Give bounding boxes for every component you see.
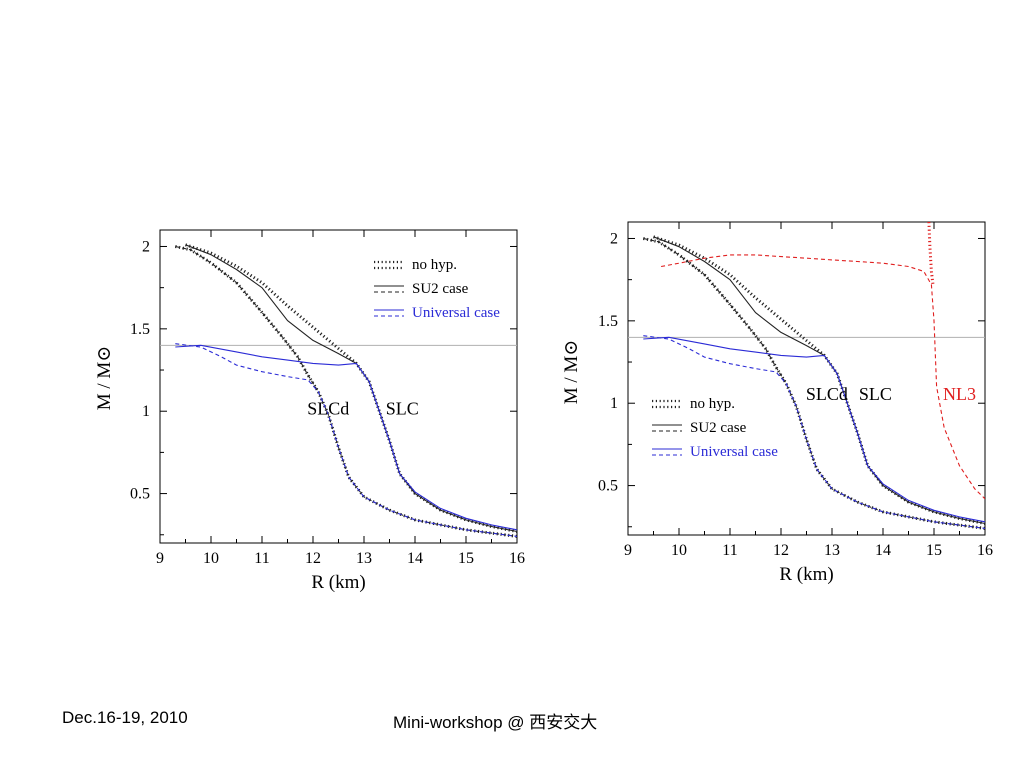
x-tick-label: 9 [156, 550, 164, 567]
series-line [927, 222, 935, 285]
series-group [174, 243, 517, 538]
annotation-label: SLC [859, 384, 892, 404]
series-line [643, 335, 985, 529]
x-tick-label: 11 [722, 542, 737, 559]
series-line [175, 343, 517, 537]
y-axis-label: M / M⊙ [94, 346, 115, 411]
x-tick-label: 11 [254, 550, 269, 567]
series-line [174, 245, 517, 538]
y-tick-label: 2 [610, 230, 618, 247]
legend-label: SU2 case [690, 420, 747, 436]
x-tick-label: 15 [926, 542, 942, 559]
legend-label: Universal case [412, 305, 500, 321]
y-tick-label: 1 [142, 403, 150, 420]
x-tick-label: 10 [671, 542, 687, 559]
x-tick-label: 9 [624, 542, 632, 559]
annotation-label: SLCd [307, 399, 349, 419]
y-tick-label: 1.5 [598, 313, 618, 330]
annotation-label: SLCd [806, 384, 848, 404]
annotation-label: SLC [386, 399, 419, 419]
x-tick-label: 13 [356, 550, 372, 567]
x-tick-label: 12 [305, 550, 321, 567]
footer-date: Dec.16-19, 2010 [62, 708, 188, 727]
y-tick-label: 1 [610, 395, 618, 412]
x-tick-label: 10 [203, 550, 219, 567]
y-axis-label: M / M⊙ [561, 340, 582, 405]
annotation-label: NL3 [943, 384, 976, 404]
x-tick-label: 14 [875, 542, 891, 559]
series-line [653, 235, 985, 525]
series-line [175, 344, 517, 531]
x-tick-label: 16 [977, 542, 993, 559]
series-line [661, 254, 985, 500]
legend-label: no hyp. [412, 257, 457, 273]
y-tick-label: 0.5 [598, 478, 618, 495]
y-tick-label: 0.5 [130, 486, 150, 503]
series-line [643, 336, 985, 523]
legend-label: no hyp. [690, 396, 735, 412]
x-tick-label: 16 [509, 550, 525, 567]
series-group [642, 222, 985, 530]
y-tick-label: 2 [142, 238, 150, 255]
x-tick-label: 13 [824, 542, 840, 559]
y-tick-label: 1.5 [130, 321, 150, 338]
x-axis-label: R (km) [311, 572, 365, 593]
x-tick-label: 14 [407, 550, 423, 567]
series-line [642, 237, 985, 530]
x-axis-label: R (km) [779, 564, 833, 585]
plot-frame [627, 221, 986, 536]
series-line [653, 236, 985, 525]
legend-label: Universal case [690, 444, 778, 460]
x-tick-label: 12 [773, 542, 789, 559]
x-tick-label: 15 [458, 550, 474, 567]
footer-event: Mini-workshop @ 西安交大 [393, 713, 598, 732]
legend-label: SU2 case [412, 281, 469, 297]
